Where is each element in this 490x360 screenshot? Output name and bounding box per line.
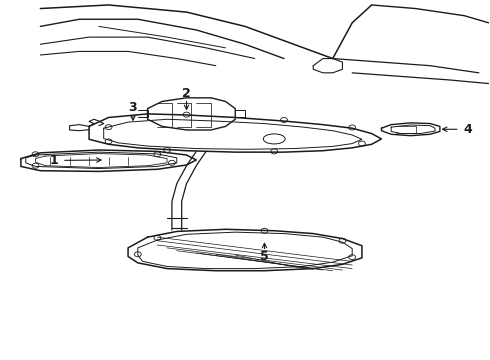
Text: 4: 4	[463, 123, 472, 136]
Text: 2: 2	[182, 87, 191, 100]
Text: 5: 5	[260, 250, 269, 263]
Text: 1: 1	[49, 154, 58, 167]
Text: 3: 3	[129, 102, 137, 114]
